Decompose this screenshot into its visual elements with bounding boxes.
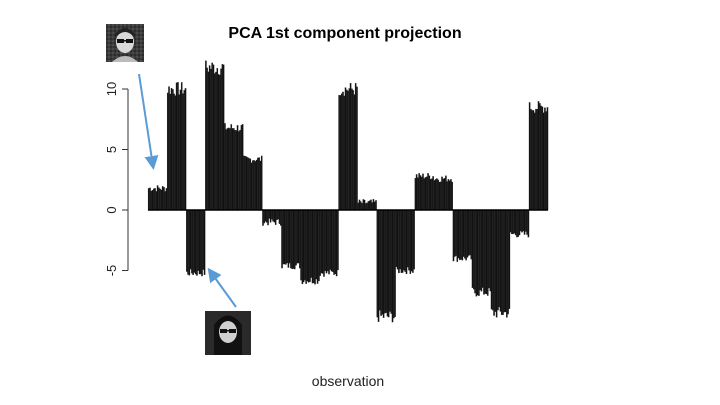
bar bbox=[185, 88, 186, 210]
top-face-thumbnail bbox=[106, 24, 144, 62]
y-axis: -5 0 5 10 bbox=[104, 82, 128, 277]
y-tick-label: -5 bbox=[104, 265, 119, 277]
y-tick-label: 5 bbox=[104, 146, 119, 153]
bar bbox=[261, 156, 262, 210]
bar bbox=[356, 87, 357, 210]
bottom-annotation-arrow bbox=[210, 271, 236, 307]
chart-title: PCA 1st component projection bbox=[228, 25, 461, 42]
bar bbox=[337, 210, 338, 270]
bottom-face-thumbnail bbox=[205, 311, 251, 355]
y-tick-label: 10 bbox=[104, 82, 119, 96]
bar bbox=[547, 107, 548, 210]
y-tick-label: 0 bbox=[104, 206, 119, 213]
bar bbox=[375, 200, 376, 210]
bar bbox=[413, 210, 414, 269]
bar bbox=[204, 210, 205, 275]
top-annotation-arrow bbox=[139, 74, 153, 166]
bar bbox=[451, 182, 452, 210]
x-axis-label: observation bbox=[312, 373, 384, 389]
bars-group bbox=[148, 61, 548, 323]
bar bbox=[528, 210, 529, 237]
